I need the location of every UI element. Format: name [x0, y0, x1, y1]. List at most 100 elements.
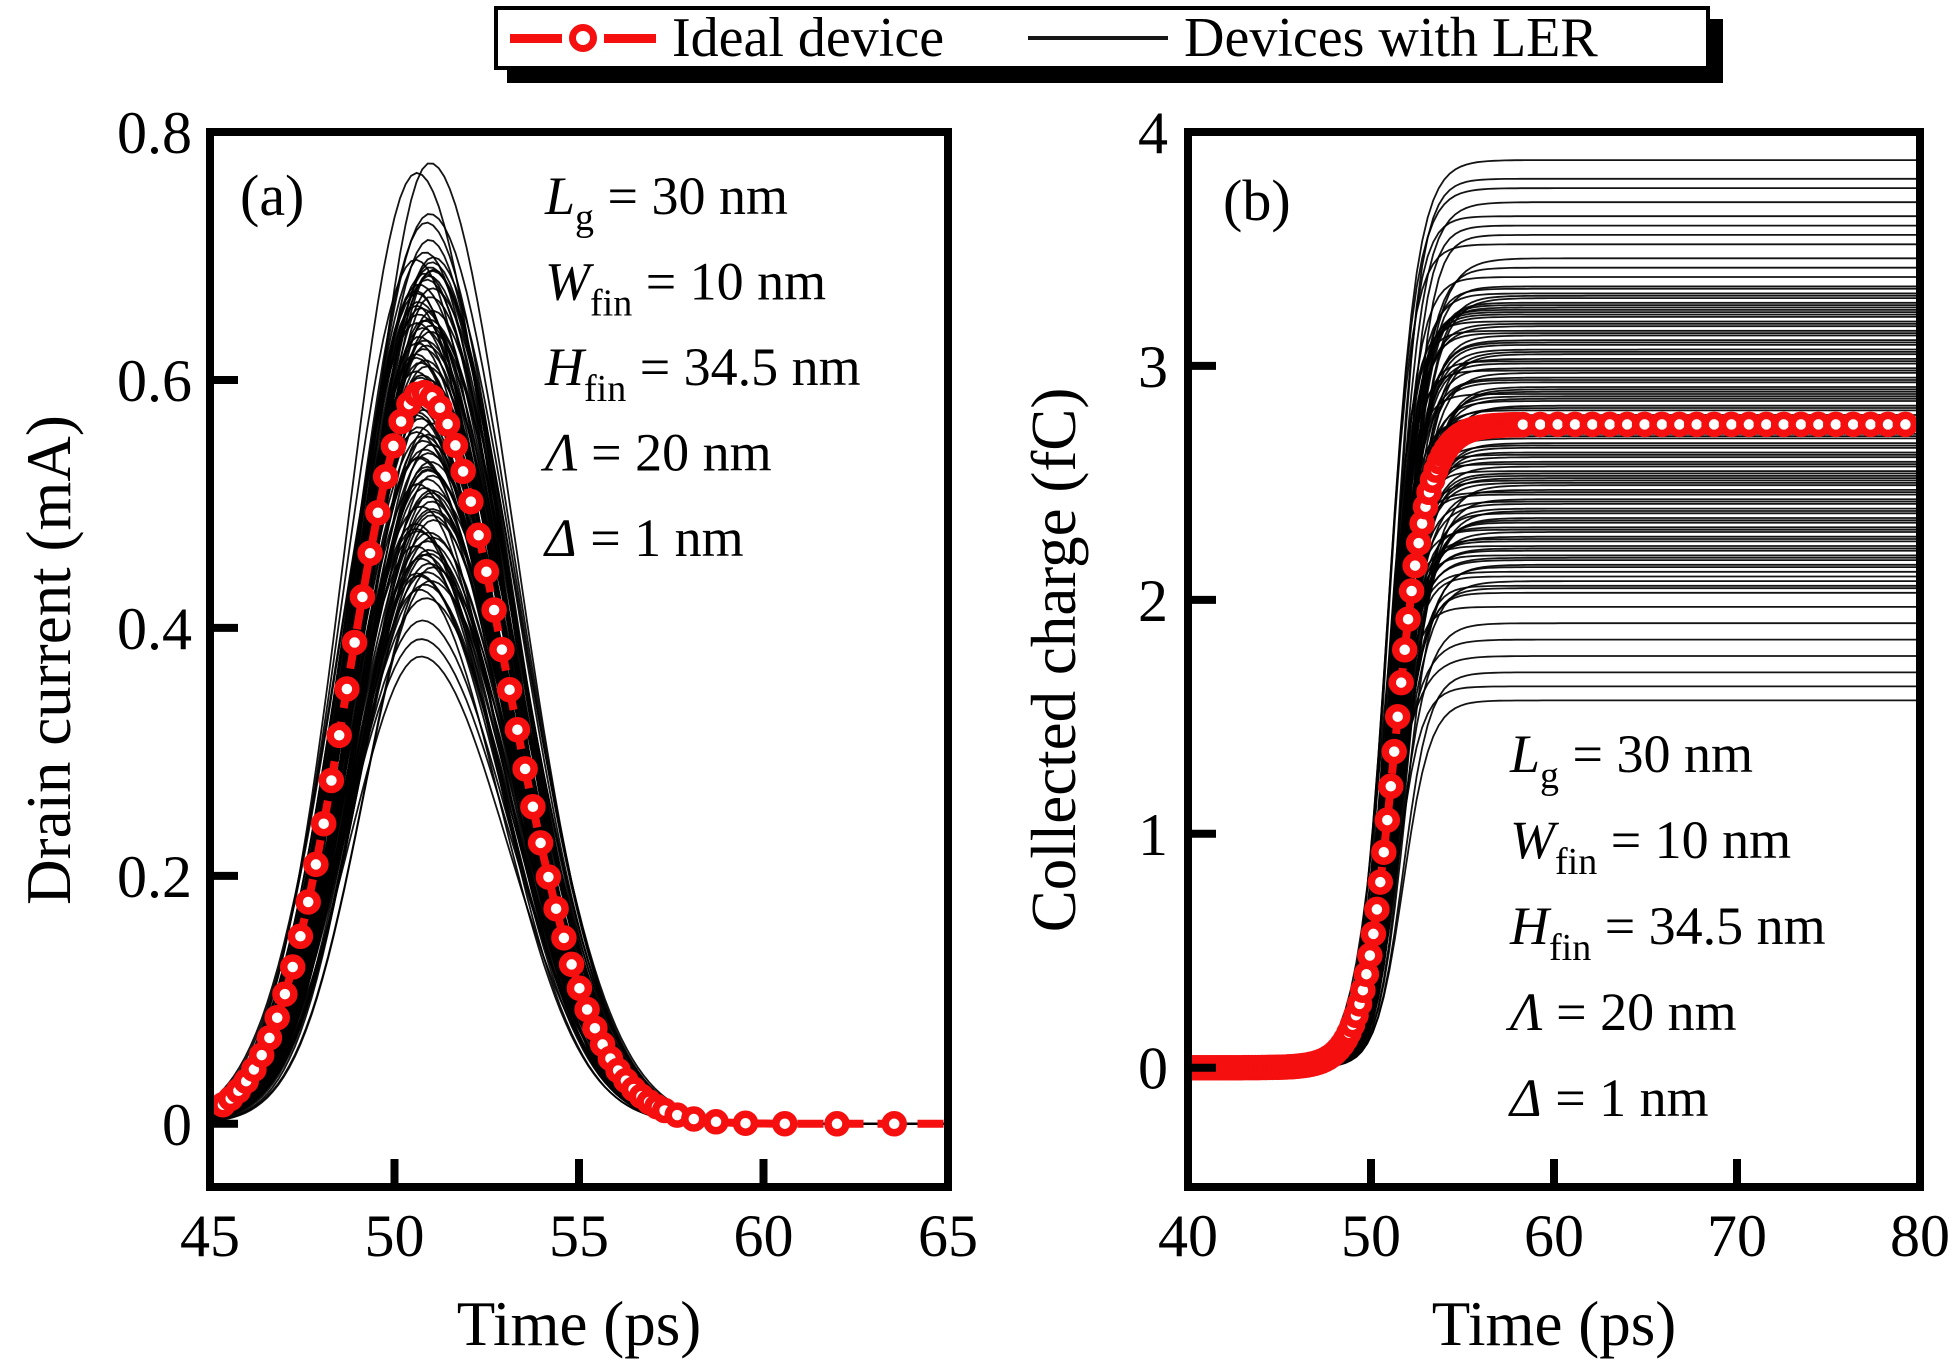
ideal-curve-marker: [272, 981, 298, 1007]
ideal-curve-marker: [264, 1004, 290, 1031]
y-tick-label: 0.8: [117, 100, 192, 166]
ideal-curve-marker: [1405, 530, 1432, 556]
annotation-line: Lg = 30 nm: [544, 166, 788, 239]
ideal-curve-marker: [434, 411, 461, 437]
ideal-curve-marker: [287, 923, 314, 950]
ideal-curve-marker: [1384, 703, 1411, 730]
ideal-curve-marker: [881, 1111, 907, 1137]
ideal-curve-marker: [703, 1109, 729, 1135]
ideal-curve-marker: [1364, 896, 1390, 923]
ideal-curve-marker: [1398, 578, 1425, 604]
ideal-curve-marker: [1892, 411, 1919, 438]
ler-curve: [1188, 435, 1920, 1069]
ideal-curve-marker: [458, 488, 484, 515]
ideal-curve-marker: [558, 951, 585, 978]
ideal-curve-marker: [1395, 606, 1421, 632]
x-tick-label: 60: [734, 1203, 794, 1269]
ideal-curve-marker: [318, 767, 345, 794]
x-tick-label: 50: [1341, 1203, 1401, 1269]
annotation-line: Wfin = 10 nm: [545, 252, 826, 325]
panel-b-xaxis-title: Time (ps): [1432, 1289, 1676, 1359]
ideal-curve-marker: [1378, 773, 1404, 800]
ideal-curve-marker: [326, 722, 352, 749]
panel-a-yaxis-title: Drain current (mA): [14, 415, 84, 905]
x-tick-label: 70: [1707, 1203, 1767, 1269]
ideal-curve-marker: [1367, 869, 1394, 895]
ideal-curve-marker: [256, 1025, 283, 1051]
ideal-curve-marker: [334, 676, 360, 702]
ideal-curve-marker: [772, 1110, 798, 1137]
legend-item-devices-with-ler: Devices with LER: [1028, 10, 1598, 66]
ideal-curve-marker: [1357, 942, 1383, 969]
ideal-curve-marker: [473, 558, 500, 585]
x-tick-label: 80: [1890, 1203, 1950, 1269]
annotation-line: Hfin = 34.5 nm: [544, 337, 861, 410]
black-line-icon: [1028, 36, 1169, 40]
annotation-line: Λ = 20 nm: [1505, 982, 1737, 1042]
ideal-curve-marker: [481, 597, 507, 623]
ideal-curve-marker: [496, 676, 523, 703]
ler-curve: [1188, 416, 1920, 1069]
panel-b-curves: [1188, 159, 1920, 1081]
ideal-curve-marker: [824, 1111, 850, 1137]
panel-b-yaxis-title: Collected charge (fC): [1019, 388, 1089, 933]
ideal-curve-marker: [1374, 807, 1401, 833]
ideal-curve-marker: [1371, 839, 1397, 865]
panel-a: 45 50 55 60 65 0 0.2 0.4 0.6 0.8 Lg = 30 nm Wfin =…: [14, 100, 978, 1359]
panel-b-label: (b): [1223, 168, 1291, 233]
ideal-curve-marker: [465, 522, 492, 549]
ideal-curve-marker: [295, 889, 321, 915]
panel-a-annotation: Lg = 30 nm Wfin = 10 nm Hfin = 34.5 nm Λ = …: [540, 166, 861, 568]
legend: Ideal device Devices with LER: [494, 6, 1710, 70]
ideal-curve-marker: [357, 540, 383, 567]
x-tick-label: 45: [180, 1203, 240, 1269]
ideal-curve-marker: [341, 629, 368, 656]
ideal-curve-marker: [279, 954, 306, 980]
annotation-line: Λ = 20 nm: [540, 423, 772, 483]
ideal-curve-marker: [1381, 738, 1407, 765]
x-tick-label: 55: [549, 1203, 609, 1269]
y-tick-label: 0.2: [117, 844, 192, 910]
annotation-line: Hfin = 34.5 nm: [1509, 896, 1826, 969]
panel-a-xaxis-title: Time (ps): [457, 1289, 701, 1359]
annotation-line: Wfin = 10 nm: [1510, 810, 1791, 883]
y-tick-label: 0: [162, 1092, 192, 1158]
ideal-curve-marker: [535, 864, 562, 890]
ideal-curve-marker: [303, 851, 329, 878]
y-tick-label: 0.6: [117, 348, 192, 414]
annotation-line: Δ = 1 nm: [1508, 1068, 1709, 1128]
y-tick-label: 3: [1138, 334, 1168, 400]
ideal-curve-marker: [349, 584, 376, 610]
x-tick-label: 50: [365, 1203, 425, 1269]
y-tick-label: 0: [1138, 1036, 1168, 1102]
ler-curve: [1188, 428, 1920, 1069]
ideal-curve-marker: [1391, 637, 1418, 663]
annotation-line: Δ = 1 nm: [543, 508, 744, 568]
x-tick-label: 65: [918, 1203, 978, 1269]
ideal-curve-marker: [1360, 921, 1387, 947]
ideal-curve-marker: [732, 1110, 759, 1136]
panel-b: 40 50 60 70 80 0 1 2 3 4 Lg = 30 nm Wfin = 10 nm Hf…: [1019, 100, 1950, 1359]
ideal-curve-marker: [489, 636, 515, 663]
ideal-curve-marker: [450, 458, 476, 485]
x-tick-label: 60: [1524, 1203, 1584, 1269]
y-tick-label: 4: [1138, 100, 1168, 166]
panel-a-curves: [210, 162, 948, 1137]
ideal-curve-marker: [520, 794, 546, 820]
panel-b-axes: 40 50 60 70 80 0 1 2 3 4: [1138, 100, 1950, 1269]
ler-curve: [1188, 418, 1920, 1069]
y-tick-label: 1: [1138, 802, 1168, 868]
x-tick-label: 40: [1158, 1203, 1218, 1269]
annotation-line: Lg = 30 nm: [1509, 724, 1753, 797]
ideal-curve-marker: [380, 433, 407, 459]
ideal-curve-marker: [365, 500, 391, 526]
y-tick-label: 2: [1138, 568, 1168, 634]
ideal-curve-marker: [442, 432, 469, 459]
ideal-curve-marker: [1388, 669, 1414, 696]
ideal-curve-marker: [504, 716, 531, 743]
ideal-curve-marker: [372, 463, 399, 490]
legend-label-ideal-device: Ideal device: [672, 7, 945, 69]
red-dashed-line-with-circle-marker-icon: [510, 24, 656, 52]
